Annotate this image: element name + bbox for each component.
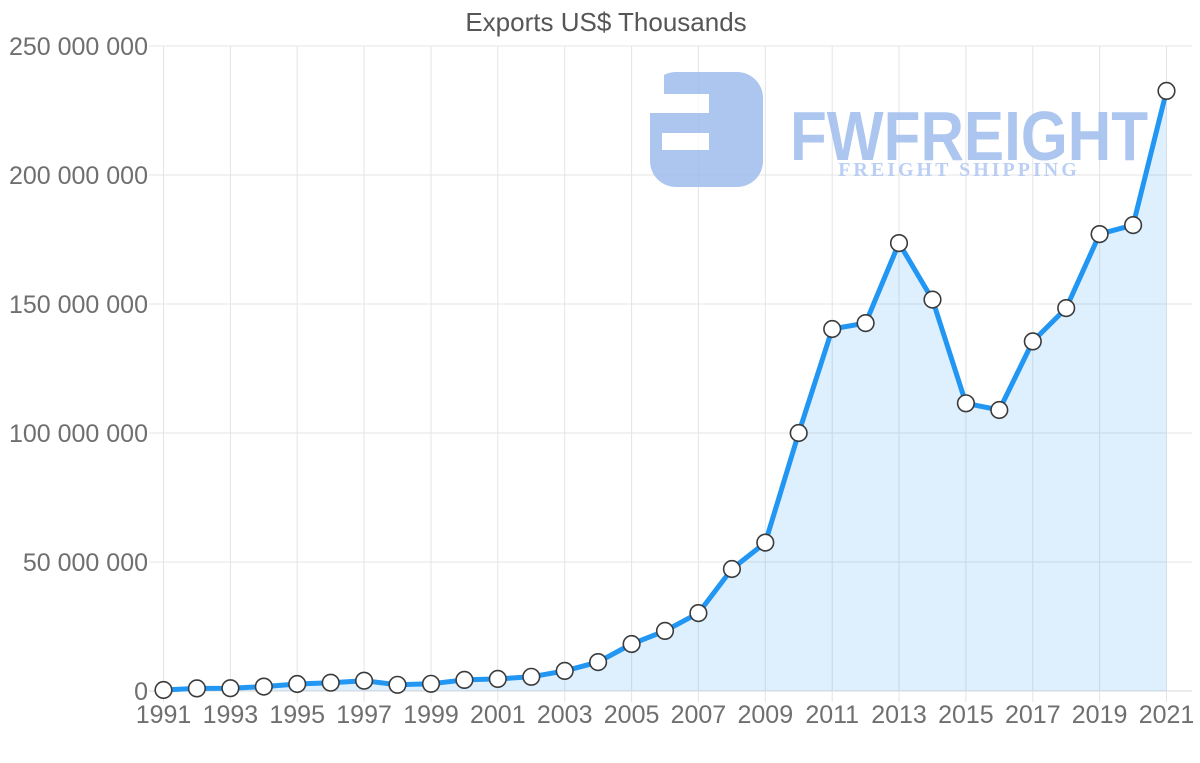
data-point-1995[interactable]: [288, 674, 307, 694]
watermark-tagline-text: FREIGHT SHIPPING: [838, 159, 1080, 181]
x-tick-label: 2015: [938, 701, 994, 729]
watermark-logo-icon: [650, 72, 763, 187]
gridlines: [149, 45, 1192, 702]
data-point-2003[interactable]: [555, 661, 574, 681]
data-point-1996[interactable]: [321, 673, 340, 692]
y-tick-label: 0: [134, 678, 148, 706]
y-tick-label: 100 000 000: [9, 420, 148, 448]
x-tick-label: 1995: [269, 701, 325, 729]
data-point-1994[interactable]: [254, 677, 273, 696]
x-tick-label: 2017: [1005, 701, 1061, 729]
chart-title: Exports US$ Thousands: [465, 7, 746, 37]
x-tick-label: 2013: [871, 701, 927, 729]
data-point-2008[interactable]: [722, 559, 742, 579]
data-point-2012[interactable]: [856, 314, 875, 333]
x-tick-label: 2005: [604, 701, 660, 729]
data-point-2000[interactable]: [455, 670, 474, 690]
x-axis-labels: 1991 1993 1995 1997 1999 2001 2003 2005 2007 2009…: [136, 701, 1195, 729]
x-tick-label: 1991: [136, 701, 192, 729]
x-tick-label: 1993: [203, 701, 259, 729]
data-point-2020[interactable]: [1123, 216, 1143, 235]
data-point-2015[interactable]: [956, 394, 976, 413]
x-tick-label: 2011: [805, 701, 859, 729]
area-fill: [163, 90, 1167, 691]
data-point-1992[interactable]: [187, 679, 206, 698]
watermark-brand-text: FWFREIGHT: [790, 97, 1148, 175]
x-tick-label: 2021: [1139, 701, 1195, 729]
data-point-2017[interactable]: [1023, 332, 1042, 351]
data-point-2011[interactable]: [823, 319, 842, 339]
data-point-2021[interactable]: [1157, 81, 1176, 100]
data-point-2016[interactable]: [990, 400, 1009, 420]
data-point-2005[interactable]: [622, 634, 641, 654]
x-tick-label: 2003: [537, 701, 593, 729]
data-point-2018[interactable]: [1057, 299, 1076, 318]
x-tick-label: 2001: [470, 701, 526, 729]
data-point-1999[interactable]: [421, 674, 441, 693]
x-tick-label: 2007: [671, 701, 727, 729]
data-points: [154, 81, 1176, 700]
y-tick-label: 50 000 000: [23, 549, 148, 577]
data-point-2014[interactable]: [923, 290, 942, 309]
data-point-1993[interactable]: [221, 679, 240, 698]
y-tick-label: 150 000 000: [9, 291, 148, 319]
x-tick-label: 2009: [737, 701, 793, 729]
data-point-2019[interactable]: [1090, 225, 1109, 244]
data-point-2006[interactable]: [655, 621, 675, 641]
data-point-2007[interactable]: [689, 603, 708, 623]
y-tick-label: 250 000 000: [9, 33, 148, 61]
data-point-2002[interactable]: [522, 667, 541, 686]
y-tick-label: 200 000 000: [9, 162, 148, 190]
data-point-2010[interactable]: [789, 423, 808, 443]
x-tick-label: 1999: [403, 701, 459, 729]
x-tick-label: 1997: [336, 701, 392, 729]
data-point-1997[interactable]: [355, 671, 374, 690]
watermark: FWFREIGHT FREIGHT SHIPPING: [650, 72, 1148, 187]
data-point-2009[interactable]: [756, 533, 775, 552]
x-tick-label: 2019: [1072, 701, 1128, 729]
y-axis-labels: 0 50 000 000 100 000 000 150 000 000 200 000…: [9, 33, 148, 706]
data-point-1991[interactable]: [154, 680, 173, 700]
data-point-2001[interactable]: [488, 669, 507, 689]
data-point-2013[interactable]: [889, 234, 909, 253]
data-point-1998[interactable]: [388, 675, 407, 694]
data-point-2004[interactable]: [588, 652, 608, 672]
